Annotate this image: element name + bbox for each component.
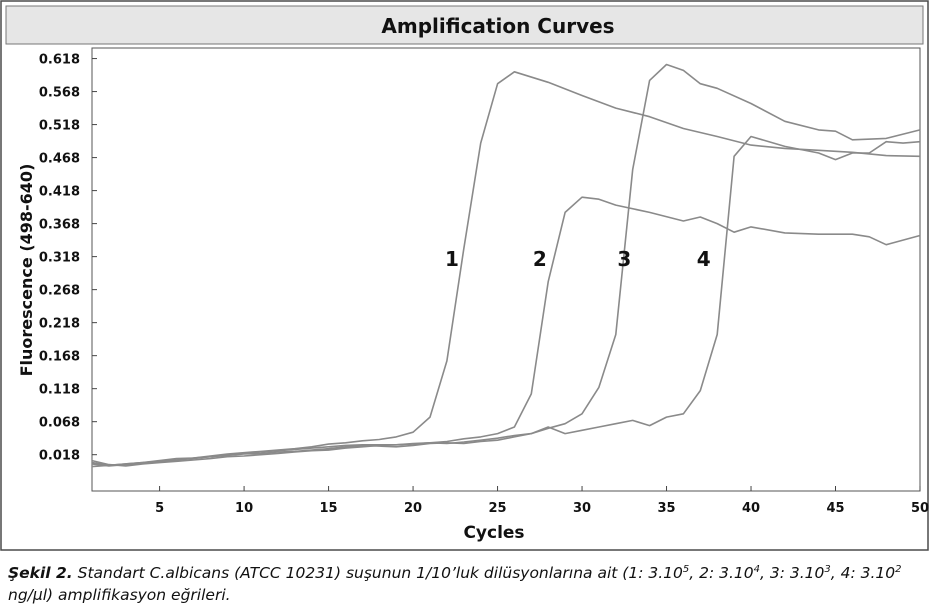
x-tick-label: 30 <box>573 501 591 516</box>
y-tick-label: 0.018 <box>39 449 80 464</box>
y-tick-label: 0.618 <box>39 53 80 68</box>
y-tick-label: 0.368 <box>39 218 80 233</box>
figure-caption: Şekil 2. Standart C.albicans (ATCC 10231… <box>8 562 928 606</box>
x-axis-label: Cycles <box>463 523 524 543</box>
plot-area <box>91 47 921 492</box>
y-tick-label: 0.168 <box>39 350 80 365</box>
y-tick-label: 0.468 <box>39 152 80 167</box>
y-tick-label: 0.268 <box>39 284 80 299</box>
x-tick-label: 10 <box>235 501 253 516</box>
series-label-3: 3 <box>617 247 631 271</box>
y-axis-ticks: 0.018 0.068 0.118 0.168 0.218 0.268 0.318 0.368… <box>39 53 97 464</box>
series-label-4: 4 <box>697 247 711 271</box>
series-labels: 1 2 3 4 <box>445 247 711 271</box>
series-line-3 <box>91 63 921 467</box>
caption-sup-4: 2 <box>895 563 902 575</box>
caption-sup-1: 5 <box>682 563 690 575</box>
series-lines <box>91 63 921 468</box>
series-label-1: 1 <box>445 247 459 271</box>
x-tick-label: 15 <box>320 501 338 516</box>
y-axis-label: Fluorescence (498-640) <box>17 164 36 377</box>
caption-text-e: ng/μl) amplifikasyon eğrileri. <box>8 586 231 604</box>
x-tick-label: 5 <box>155 501 164 516</box>
x-tick-label: 20 <box>404 501 422 516</box>
caption-sup-3: 3 <box>824 563 831 575</box>
caption-text-c: , 3: 3.10 <box>760 564 825 582</box>
y-tick-label: 0.418 <box>39 185 80 200</box>
y-tick-label: 0.318 <box>39 251 80 266</box>
y-tick-label: 0.118 <box>39 383 80 398</box>
caption-text-d: , 4: 3.10 <box>830 564 896 582</box>
y-tick-label: 0.518 <box>39 119 80 134</box>
x-tick-label: 50 <box>911 501 929 516</box>
x-tick-label: 35 <box>657 501 675 516</box>
caption-text-a: Standart C.albicans (ATCC 10231) suşunun… <box>72 564 683 582</box>
chart-title: Amplification Curves <box>381 14 614 38</box>
x-tick-label: 45 <box>826 501 844 516</box>
caption-label: Şekil 2. <box>8 564 73 582</box>
series-label-2: 2 <box>533 247 547 271</box>
caption-text-b: , 2: 3.10 <box>689 564 754 582</box>
y-tick-label: 0.068 <box>39 416 80 431</box>
title-bar <box>5 5 924 45</box>
x-tick-label: 25 <box>489 501 507 516</box>
x-axis-ticks: 5 10 15 20 25 30 35 40 45 50 <box>155 486 929 516</box>
caption-sup-2: 4 <box>753 563 761 575</box>
series-line-4 <box>91 135 921 467</box>
y-tick-label: 0.218 <box>39 317 80 332</box>
x-tick-label: 40 <box>742 501 760 516</box>
amplification-chart-figure: Amplification Curves 5 10 15 20 25 30 35 40 45 50… <box>0 0 929 551</box>
y-tick-label: 0.568 <box>39 86 80 101</box>
